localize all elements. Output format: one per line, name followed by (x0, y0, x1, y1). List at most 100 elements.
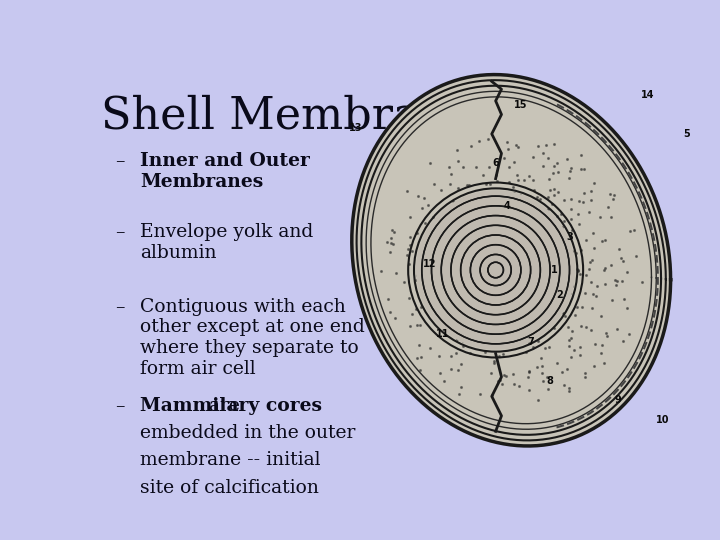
Point (447, 329, 459, 338)
Point (554, 307, 565, 316)
Point (451, 207, 463, 215)
Point (482, 192, 494, 201)
Point (522, 304, 534, 313)
Point (505, 282, 517, 291)
Point (498, 268, 509, 276)
Point (551, 212, 562, 220)
Point (516, 263, 528, 272)
Point (578, 165, 590, 174)
Point (506, 333, 518, 342)
Point (477, 295, 488, 303)
Point (531, 193, 542, 201)
Text: –: – (115, 397, 125, 415)
Point (585, 278, 597, 287)
Point (413, 341, 425, 349)
Point (566, 281, 577, 290)
Point (505, 341, 517, 349)
Point (505, 286, 516, 294)
Point (544, 174, 555, 183)
Point (486, 280, 498, 289)
Point (613, 244, 624, 253)
Point (618, 336, 629, 345)
Point (386, 226, 397, 234)
Point (502, 280, 513, 288)
Point (455, 383, 467, 391)
Point (499, 282, 510, 291)
Point (529, 262, 541, 271)
Point (511, 171, 523, 179)
Text: 9: 9 (615, 395, 621, 405)
Point (445, 170, 456, 179)
Point (503, 283, 515, 292)
Point (490, 260, 502, 269)
Point (388, 227, 400, 236)
Point (433, 352, 445, 360)
Point (595, 312, 607, 320)
Point (507, 221, 518, 230)
Point (454, 264, 465, 273)
Point (525, 312, 536, 321)
Point (493, 261, 505, 269)
Point (630, 252, 642, 260)
Point (516, 254, 528, 262)
Point (431, 309, 443, 318)
Point (444, 179, 456, 188)
Point (596, 341, 608, 349)
Point (385, 233, 397, 242)
Point (566, 334, 577, 342)
Circle shape (416, 190, 575, 350)
Point (591, 282, 603, 291)
Point (483, 250, 495, 259)
Point (509, 271, 521, 279)
Point (382, 294, 394, 303)
Point (491, 176, 503, 185)
Point (444, 326, 455, 334)
Point (602, 203, 613, 212)
Point (542, 154, 554, 163)
Point (510, 224, 521, 232)
Point (452, 285, 464, 293)
Point (434, 318, 446, 326)
Point (494, 207, 505, 215)
Point (565, 164, 577, 172)
Point (564, 335, 575, 344)
Point (516, 284, 527, 292)
Point (453, 184, 464, 193)
Point (413, 192, 424, 200)
Point (516, 263, 528, 272)
Point (510, 266, 522, 275)
Point (583, 265, 595, 274)
Point (414, 321, 426, 329)
Point (422, 200, 433, 209)
Point (535, 278, 546, 287)
Point (590, 340, 601, 348)
Point (544, 313, 556, 322)
Point (547, 168, 559, 177)
Point (492, 246, 503, 254)
Point (505, 273, 517, 282)
Point (405, 212, 416, 221)
Point (450, 282, 462, 291)
Point (624, 226, 636, 235)
Point (482, 135, 494, 144)
Point (575, 342, 586, 351)
Point (571, 302, 582, 311)
Text: –: – (115, 298, 125, 316)
Point (434, 214, 446, 222)
Point (523, 172, 534, 181)
Point (508, 284, 519, 292)
Point (556, 263, 567, 272)
Point (515, 273, 526, 281)
Point (567, 225, 578, 234)
Point (543, 253, 554, 261)
Point (443, 226, 454, 234)
Point (449, 242, 460, 251)
Point (528, 295, 540, 304)
Point (537, 238, 549, 246)
Point (387, 239, 399, 248)
Point (623, 329, 634, 338)
Point (464, 349, 476, 357)
Point (518, 278, 530, 286)
Point (598, 266, 610, 275)
Point (615, 253, 626, 262)
